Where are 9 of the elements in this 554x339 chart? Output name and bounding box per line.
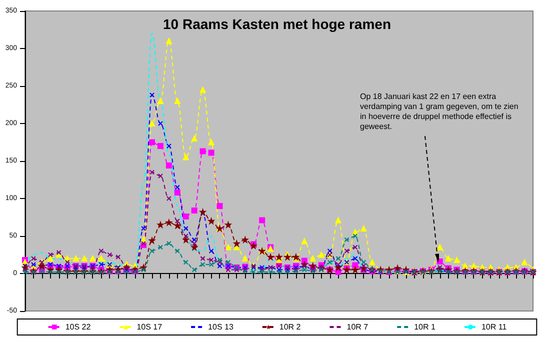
legend-label: 10R 11 — [481, 322, 508, 332]
annotation: Op 18 Januari kast 22 en 17 een extra verdamping van 1 gram gegeven, om te zien in hoeverre de druppel methode effectief is geweest. — [360, 92, 520, 132]
legend-label: 10R 1 — [414, 322, 436, 332]
legend-label: 10S 17 — [136, 322, 163, 332]
legend-label: 10S 13 — [208, 322, 234, 332]
legend-label: 10R 7 — [346, 322, 369, 332]
legend-label: 10R 2 — [279, 322, 302, 332]
chart-title: 10 Raams Kasten met hoge ramen — [163, 16, 391, 32]
legend-label: 10S 22 — [65, 322, 92, 332]
